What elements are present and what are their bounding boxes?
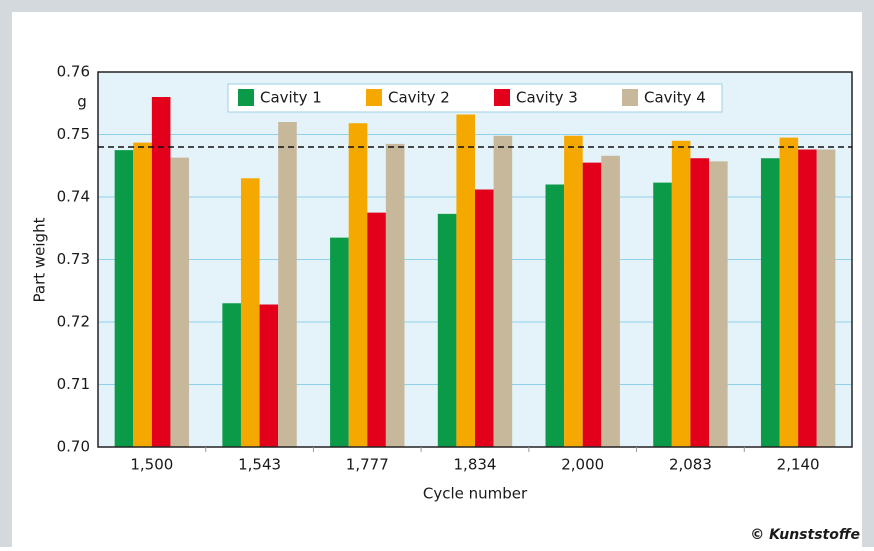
y-tick-label: 0.70 <box>57 438 90 456</box>
y-axis-label: Part weight <box>31 217 49 302</box>
bar <box>151 97 171 447</box>
bar <box>133 142 152 447</box>
legend-box <box>227 83 723 113</box>
x-tick-label: 2,000 <box>561 456 604 474</box>
bar <box>348 123 368 447</box>
bar <box>690 158 710 447</box>
credit: © Kunststoffe <box>750 527 860 543</box>
legend-label: Cavity 1 <box>260 89 322 107</box>
bar <box>385 143 405 447</box>
bar <box>240 178 260 447</box>
legend-swatch <box>622 89 638 106</box>
legend-swatch <box>366 89 382 106</box>
x-axis-label: Cycle number <box>423 485 528 503</box>
bar <box>330 237 349 447</box>
bar <box>222 303 241 447</box>
x-tick-label: 1,500 <box>130 456 173 474</box>
y-tick-label: 0.73 <box>57 250 90 268</box>
y-tick-label: 0.72 <box>57 313 90 331</box>
bar <box>170 157 190 447</box>
bar <box>798 149 817 447</box>
x-tick-label: 1,834 <box>454 456 497 474</box>
bar <box>709 161 728 447</box>
legend-label: Cavity 4 <box>644 89 706 107</box>
bar <box>653 182 672 447</box>
bar <box>259 304 279 447</box>
bar <box>437 213 457 447</box>
y-tick-label: 0.71 <box>57 375 90 393</box>
bar <box>545 184 565 447</box>
x-tick-label: 1,777 <box>346 456 389 474</box>
legend-label: Cavity 3 <box>516 89 578 107</box>
legend-label: Cavity 2 <box>388 89 450 107</box>
y-tick-label: 0.76 <box>57 63 90 81</box>
bar <box>601 155 620 447</box>
bar <box>475 189 494 447</box>
bar <box>760 158 780 447</box>
bar <box>582 162 602 447</box>
y-tick-label: 0.74 <box>57 188 90 206</box>
bar <box>114 150 134 447</box>
x-tick-label: 1,543 <box>238 456 281 474</box>
y-tick-label: 0.75 <box>57 125 90 143</box>
legend-swatch <box>494 89 510 106</box>
bar <box>564 135 583 447</box>
x-tick-label: 2,083 <box>669 456 712 474</box>
bar <box>816 149 836 447</box>
legend-swatch <box>238 89 254 106</box>
bar <box>367 212 386 447</box>
y-unit: g <box>77 93 87 111</box>
x-tick-label: 2,140 <box>777 456 820 474</box>
bar <box>779 137 799 447</box>
bar <box>456 114 475 447</box>
bar <box>493 135 513 447</box>
plot-border <box>97 71 853 448</box>
bar <box>671 140 691 447</box>
bar <box>278 122 297 447</box>
